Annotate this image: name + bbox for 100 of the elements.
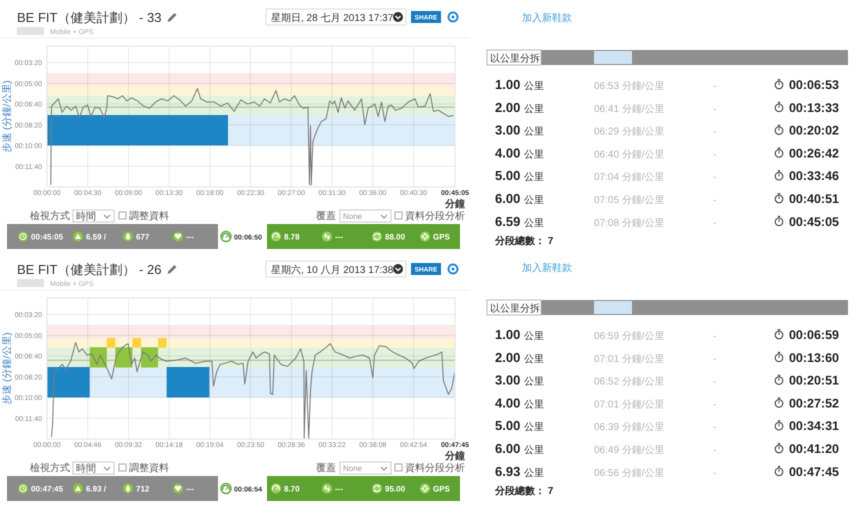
text: 677	[136, 232, 150, 242]
text: 00:13:60	[788, 350, 840, 365]
text: -	[713, 172, 716, 184]
text: 6.93 公里	[495, 464, 544, 479]
x-axis-title: 分鐘	[444, 198, 465, 210]
text: 4.00 公里	[495, 145, 544, 160]
text: ---	[186, 484, 194, 494]
text: 06:56 分鐘/公里	[594, 466, 665, 479]
text: 06:39 分鐘/公里	[594, 421, 665, 434]
text: 00:40:51	[788, 192, 840, 206]
text: -	[713, 149, 716, 160]
text: 以公里分拆	[490, 52, 540, 64]
text: 06:29 分鐘/公里	[594, 126, 665, 138]
text: -	[713, 218, 716, 229]
text: GPS	[433, 232, 451, 242]
text: ---	[335, 232, 344, 242]
text: 分段總數： 7	[494, 485, 554, 497]
text: 5.00 公里	[495, 418, 544, 434]
y-axis-title: 步速 (分鐘/公里)	[1, 80, 13, 153]
text: 00:20:02	[788, 124, 840, 138]
text: 6.93 /	[86, 484, 107, 494]
line-series	[51, 342, 456, 438]
text: 1.00 公里	[495, 327, 544, 342]
chart-title: BE FIT（健美計劃） - 33	[17, 10, 162, 25]
text: 調整資料	[129, 210, 169, 222]
text: 06:40 分鐘/公里	[594, 148, 665, 160]
text: 6.59 /	[86, 232, 107, 242]
text: 2.00 公里	[495, 100, 544, 115]
text: 712	[136, 484, 150, 494]
text: 時間	[76, 462, 96, 474]
text: -	[713, 445, 716, 456]
text: 檢視方式	[30, 462, 70, 474]
text: 星期六, 10 八月 2013 17:38	[271, 264, 394, 276]
text: 00:33:46	[788, 169, 840, 184]
text: -	[713, 422, 716, 434]
text: 00:41:20	[788, 442, 840, 456]
text: 3.00 公里	[495, 372, 544, 388]
text: 00:06:53	[788, 78, 840, 92]
y-axis-title: 步速 (分鐘/公里)	[1, 332, 13, 405]
text: 88.00	[385, 232, 406, 242]
text: 07:08 分鐘/公里	[594, 216, 665, 229]
text: -	[713, 104, 716, 115]
text: 覆蓋	[316, 210, 336, 222]
x-axis-title: 分鐘	[444, 450, 465, 462]
text: 07:01 分鐘/公里	[594, 352, 665, 365]
text: 5.00 公里	[495, 168, 544, 184]
text: 00:13:33	[788, 100, 840, 115]
text: 加入新鞋款	[522, 262, 572, 274]
text: -	[713, 399, 716, 410]
text: 07:01 分鐘/公里	[594, 398, 665, 410]
text: 3.00 公里	[495, 122, 544, 138]
text: 00:27:52	[788, 396, 840, 410]
text: ---	[335, 484, 344, 494]
text: 1.00 公里	[495, 77, 544, 92]
text: 06:59 分鐘/公里	[594, 330, 665, 342]
text: 資料分段分析	[405, 462, 465, 474]
text: 00:47:45	[788, 464, 840, 479]
text: 分段總數： 7	[494, 235, 554, 247]
text: 06:41 分鐘/公里	[594, 102, 665, 115]
text: -	[713, 468, 716, 479]
text: 時間	[76, 210, 96, 222]
text: 資料分段分析	[405, 210, 465, 222]
text: 06:52 分鐘/公里	[594, 376, 665, 388]
text: 8.70	[284, 484, 300, 494]
text: 07:04 分鐘/公里	[594, 171, 665, 184]
text: 00:06:59	[788, 328, 840, 342]
text: 6.00 公里	[495, 191, 544, 206]
text: 2.00 公里	[495, 350, 544, 365]
text: 以公里分拆	[490, 302, 540, 314]
text: 6.59 公里	[495, 214, 544, 229]
text: 6.00 公里	[495, 441, 544, 456]
text: 4.00 公里	[495, 395, 544, 410]
text: -	[713, 195, 716, 206]
text: 00:47:45	[31, 484, 64, 494]
text: 覆蓋	[316, 462, 336, 474]
text: -	[713, 376, 716, 388]
text: None	[343, 464, 363, 473]
text: 調整資料	[129, 462, 169, 474]
text: 00:26:42	[788, 146, 840, 160]
text: 07:05 分鐘/公里	[594, 194, 665, 206]
text: -	[713, 331, 716, 342]
text: 95.00	[385, 484, 406, 494]
chart-title: BE FIT（健美計劃） - 26	[17, 262, 162, 277]
text: -	[713, 354, 716, 365]
text: 00:34:31	[788, 419, 840, 434]
text: 星期日, 28 七月 2013 17:37	[271, 12, 394, 24]
text: 8.78	[284, 232, 300, 242]
text: 00:45:05	[31, 232, 64, 242]
line-series	[50, 88, 454, 186]
text: 06:49 分鐘/公里	[594, 444, 665, 456]
text: 檢視方式	[30, 210, 70, 222]
text: None	[343, 212, 363, 221]
text: -	[713, 81, 716, 92]
text: 00:45:05	[788, 214, 840, 229]
text: 00:20:51	[788, 374, 840, 388]
text: GPS	[433, 484, 451, 494]
text: 加入新鞋款	[522, 12, 572, 24]
text: ---	[186, 232, 194, 242]
text: -	[713, 126, 716, 138]
text: 06:53 分鐘/公里	[594, 80, 665, 92]
